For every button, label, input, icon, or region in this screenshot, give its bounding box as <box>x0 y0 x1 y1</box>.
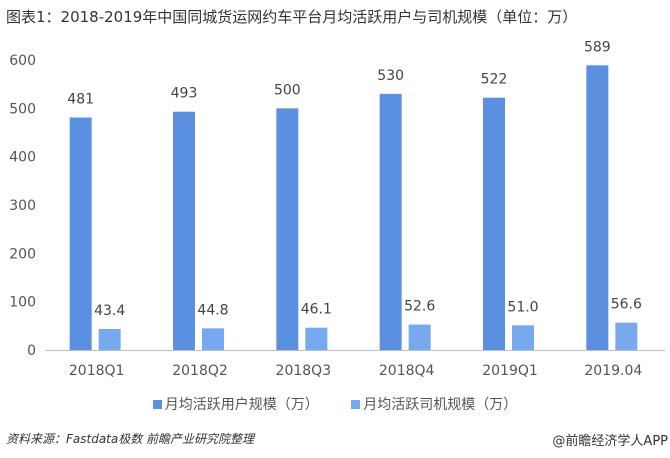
data-label: 493 <box>171 86 198 102</box>
bar-users <box>586 65 609 351</box>
y-tick-label: 400 <box>9 150 36 166</box>
x-tick-label: 2018Q3 <box>276 363 332 379</box>
bar-users <box>173 111 195 350</box>
data-label: 43.4 <box>94 303 125 319</box>
data-label: 44.8 <box>197 302 228 318</box>
legend-swatch <box>152 400 162 409</box>
y-tick-label: 500 <box>9 101 36 117</box>
bar-drivers <box>512 325 534 350</box>
x-tick-label: 2018Q1 <box>69 363 125 379</box>
bar-drivers <box>408 324 431 350</box>
legend-item-users: 月均活跃用户规模（万） <box>152 394 319 414</box>
data-label: 46.1 <box>301 302 332 318</box>
x-tick-label: 2018Q4 <box>379 363 435 379</box>
y-tick-label: 200 <box>9 246 36 262</box>
legend-label: 月均活跃用户规模（万） <box>164 397 319 413</box>
data-label: 530 <box>377 68 404 84</box>
bar-users <box>276 108 299 350</box>
data-label: 500 <box>274 82 301 98</box>
credit: @前瞻经济学人APP <box>552 434 668 449</box>
data-label: 589 <box>584 39 611 55</box>
data-label: 522 <box>481 72 508 88</box>
legend-swatch <box>351 400 361 409</box>
y-tick-label: 600 <box>9 53 36 69</box>
y-tick-label: 0 <box>27 343 36 359</box>
y-tick-label: 300 <box>9 198 36 214</box>
bar-users <box>379 93 402 350</box>
x-tick-label: 2019Q1 <box>482 363 538 379</box>
data-label: 51.0 <box>507 299 538 315</box>
legend-item-drivers: 月均活跃司机规模（万） <box>351 394 517 414</box>
x-tick-label: 2018Q2 <box>172 363 228 379</box>
bar-users <box>69 117 92 351</box>
bar-drivers <box>98 329 121 350</box>
x-tick-label: 2019.04 <box>584 363 642 379</box>
source-note: 资料来源：Fastdata极数 前瞻产业研究院整理 <box>6 432 255 446</box>
chart-title: 图表1：2018-2019年中国同城货运网约车平台月均活跃用户与司机规模（单位：… <box>6 8 578 26</box>
legend: 月均活跃用户规模（万） 月均活跃司机规模（万） <box>0 394 670 414</box>
bar-drivers <box>305 327 328 350</box>
legend-label: 月均活跃司机规模（万） <box>363 397 518 413</box>
data-label: 56.6 <box>611 297 642 313</box>
bar-drivers <box>615 322 638 350</box>
data-label: 52.6 <box>404 299 435 315</box>
data-label: 481 <box>67 92 94 108</box>
bar-drivers <box>202 328 224 350</box>
y-tick-label: 100 <box>9 295 36 311</box>
bar-users <box>483 97 505 350</box>
